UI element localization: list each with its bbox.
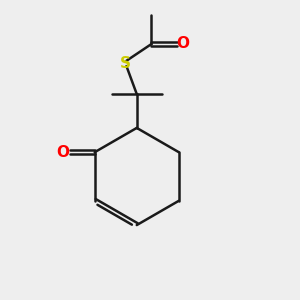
Text: O: O — [57, 145, 70, 160]
Text: O: O — [176, 37, 190, 52]
Text: S: S — [119, 56, 130, 71]
